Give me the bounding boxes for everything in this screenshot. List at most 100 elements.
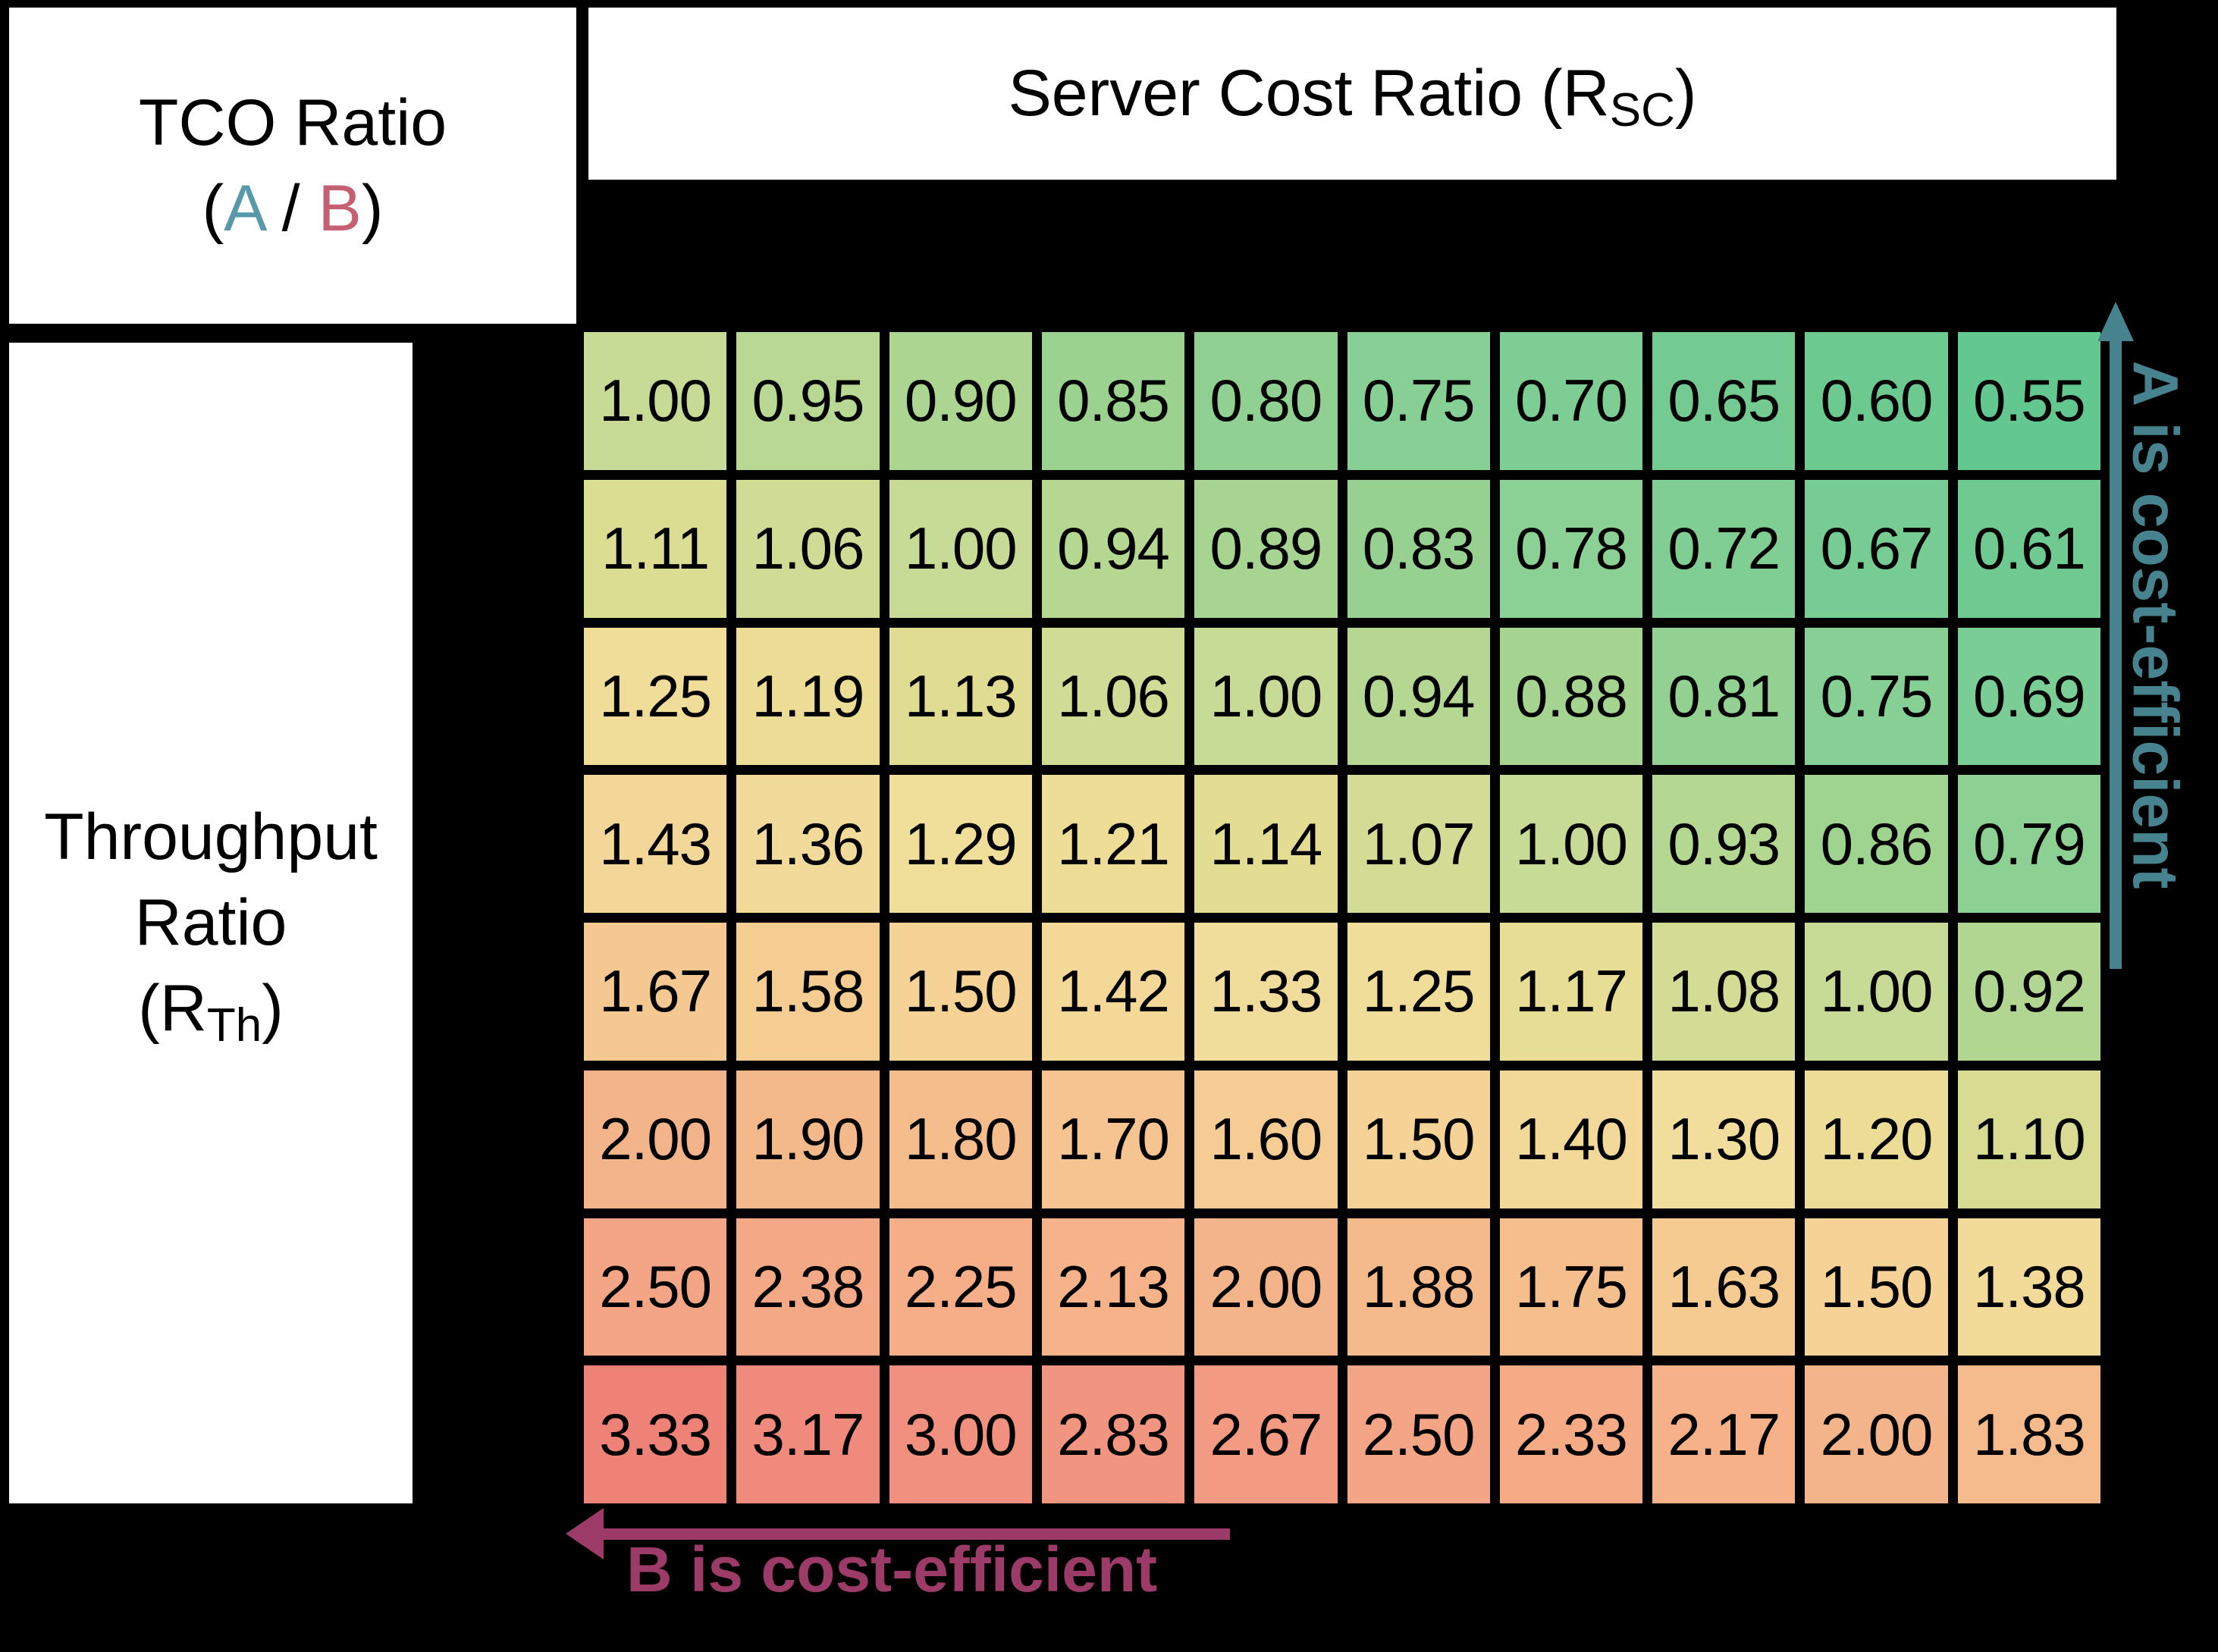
heatmap-cell: 1.25 (584, 627, 727, 766)
heatmap-cell: 2.38 (736, 1218, 880, 1356)
heatmap-cell: 0.78 (1499, 479, 1643, 618)
heatmap-cell: 1.50 (889, 923, 1032, 1061)
heatmap-cell: 2.67 (1194, 1365, 1338, 1503)
heatmap-cell: 2.50 (584, 1218, 727, 1356)
heatmap-cell: 0.81 (1652, 627, 1796, 766)
heatmap-cell: 1.17 (1499, 923, 1643, 1061)
heatmap-cell: 1.00 (1805, 923, 1948, 1061)
heatmap-cell: 1.00 (584, 332, 727, 470)
heatmap-cell: 0.86 (1805, 775, 1948, 913)
heatmap-cell: 1.07 (1347, 775, 1490, 913)
heatmap-cell: 0.95 (736, 332, 880, 470)
server-cost-ratio-header: Server Cost Ratio (RSC) (588, 8, 2116, 180)
throughput-line2: Ratio (134, 886, 287, 959)
heatmap-cell: 2.00 (584, 1070, 727, 1208)
paren-open: ( (202, 171, 224, 245)
heatmap-cell: 0.88 (1499, 627, 1643, 766)
heatmap-cell: 0.90 (889, 332, 1032, 470)
label-a: A (224, 171, 264, 245)
heatmap-cell: 1.13 (889, 627, 1032, 766)
heatmap-cell: 1.25 (1347, 923, 1490, 1061)
server-subscript: SC (1609, 84, 1675, 136)
heatmap-cell: 1.75 (1499, 1218, 1643, 1356)
a-cost-efficient-label: A is cost-efficient (2119, 360, 2191, 889)
heatmap-cell: 2.00 (1194, 1218, 1338, 1356)
heatmap-cell: 0.65 (1652, 332, 1796, 470)
heatmap-cell: 1.83 (1957, 1365, 2100, 1503)
heatmap-cell: 1.60 (1194, 1070, 1338, 1208)
heatmap-cell: 0.93 (1652, 775, 1796, 913)
heatmap-cell: 1.50 (1347, 1070, 1490, 1208)
heatmap-cell: 2.00 (1805, 1365, 1948, 1503)
heatmap-cell: 1.88 (1347, 1218, 1490, 1356)
heatmap-cell: 1.30 (1652, 1070, 1796, 1208)
heatmap-cell: 0.60 (1805, 332, 1948, 470)
heatmap-cell: 0.89 (1194, 479, 1338, 618)
heatmap-cell: 1.21 (1041, 775, 1185, 913)
heatmap-cell: 0.85 (1041, 332, 1185, 470)
heatmap-cell: 2.17 (1652, 1365, 1796, 1503)
throughput-subscript: Th (206, 999, 262, 1052)
heatmap-cell: 1.67 (584, 923, 727, 1061)
heatmap-cell: 2.83 (1041, 1365, 1185, 1503)
paren-close: ) (361, 171, 384, 245)
heatmap-cell: 2.50 (1347, 1365, 1490, 1503)
heatmap-cell: 1.06 (1041, 627, 1185, 766)
heatmap-cell: 0.94 (1041, 479, 1185, 618)
label-b: B (318, 171, 362, 245)
heatmap-cell: 0.80 (1194, 332, 1338, 470)
heatmap-cell: 1.80 (889, 1070, 1032, 1208)
heatmap-cell: 2.13 (1041, 1218, 1185, 1356)
heatmap-cell: 1.90 (736, 1070, 880, 1208)
heatmap-cell: 0.55 (1957, 332, 2100, 470)
heatmap-cell: 1.19 (736, 627, 880, 766)
heatmap-cell: 1.40 (1499, 1070, 1643, 1208)
heatmap-cell: 1.42 (1041, 923, 1185, 1061)
slash: / (263, 171, 318, 245)
tco-ratio-title: TCO Ratio (138, 86, 447, 159)
heatmap-cell: 1.70 (1041, 1070, 1185, 1208)
server-cost-ratio-label: Server Cost Ratio (RSC) (1008, 57, 1697, 136)
heatmap-cell: 1.11 (584, 479, 727, 618)
heatmap-cell: 1.06 (736, 479, 880, 618)
heatmap-cell: 1.20 (1805, 1070, 1948, 1208)
heatmap-cell: 1.10 (1957, 1070, 2100, 1208)
heatmap-cell: 1.38 (1957, 1218, 2100, 1356)
heatmap-grid: 1.00 0.95 0.90 0.85 0.80 0.75 0.70 0.65 0.60 0.55… (584, 332, 2100, 1503)
throughput-line1: Throughput (44, 801, 378, 873)
heatmap-cell: 0.79 (1957, 775, 2100, 913)
throughput-line3: (RTh) (138, 972, 284, 1052)
tco-ratio-header: TCO Ratio (A / B) (9, 8, 576, 324)
heatmap-cell: 2.33 (1499, 1365, 1643, 1503)
b-cost-efficient-arrow-head (566, 1508, 604, 1560)
heatmap-cell: 1.00 (889, 479, 1032, 618)
throughput-ratio-header: Throughput Ratio (RTh) (9, 343, 413, 1503)
heatmap-cell: 0.92 (1957, 923, 2100, 1061)
heatmap-cell: 1.58 (736, 923, 880, 1061)
heatmap-cell: 1.00 (1194, 627, 1338, 766)
heatmap-cell: 0.75 (1805, 627, 1948, 766)
heatmap-cell: 0.94 (1347, 627, 1490, 766)
heatmap-cell: 0.75 (1347, 332, 1490, 470)
heatmap-cell: 1.00 (1499, 775, 1643, 913)
heatmap-cell: 1.63 (1652, 1218, 1796, 1356)
heatmap-cell: 1.43 (584, 775, 727, 913)
heatmap-cell: 1.08 (1652, 923, 1796, 1061)
heatmap-cell: 0.69 (1957, 627, 2100, 766)
b-cost-efficient-arrow-bar (601, 1528, 1230, 1540)
heatmap-cell: 1.36 (736, 775, 880, 913)
a-cost-efficient-arrow-head (2097, 302, 2134, 341)
heatmap-cell: 1.50 (1805, 1218, 1948, 1356)
heatmap-cell: 1.33 (1194, 923, 1338, 1061)
heatmap-cell: 0.67 (1805, 479, 1948, 618)
heatmap-cell: 1.29 (889, 775, 1032, 913)
heatmap-cell: 0.70 (1499, 332, 1643, 470)
tco-ratio-subtitle: (A / B) (202, 166, 384, 252)
heatmap-cell: 2.25 (889, 1218, 1032, 1356)
a-cost-efficient-arrow-bar (2110, 338, 2122, 969)
heatmap-cell: 3.17 (736, 1365, 880, 1503)
heatmap-cell: 0.72 (1652, 479, 1796, 618)
heatmap-cell: 0.61 (1957, 479, 2100, 618)
b-cost-efficient-label: B is cost-efficient (626, 1534, 1158, 1605)
